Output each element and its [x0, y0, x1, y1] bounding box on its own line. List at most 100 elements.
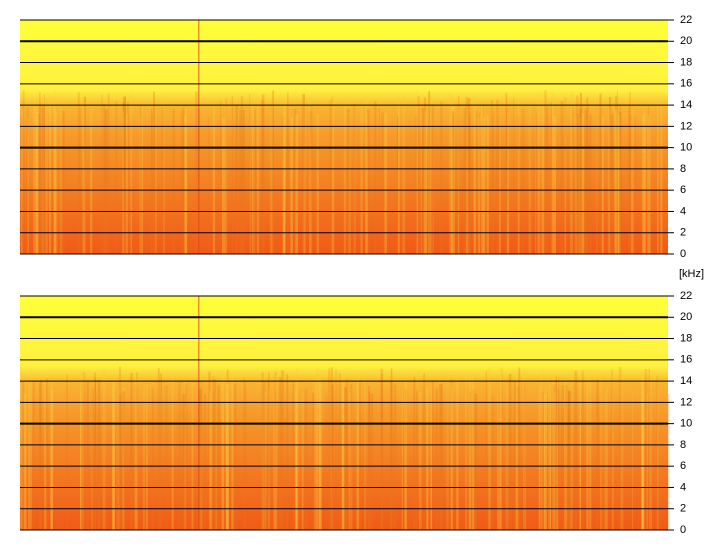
- spectrogram-texture: [649, 94, 652, 254]
- spectrogram-texture: [59, 96, 63, 254]
- spectrogram-texture: [466, 108, 469, 255]
- spectrogram-texture: [475, 110, 478, 254]
- spectrogram-texture: [465, 370, 468, 530]
- y-tick-label: 22: [680, 14, 692, 26]
- spectrogram-texture: [544, 90, 547, 254]
- spectrogram-texture: [496, 99, 499, 254]
- spectrogram-texture: [374, 101, 377, 254]
- spectrogram-texture: [53, 97, 56, 254]
- spectrogram-texture: [224, 107, 228, 255]
- spectrogram-texture: [606, 387, 608, 530]
- spectrogram-texture: [122, 391, 125, 530]
- spectrogram-texture: [118, 366, 122, 530]
- y-tick-label: 6: [680, 184, 686, 196]
- spectrogram-texture: [628, 106, 631, 254]
- spectrogram-texture: [231, 372, 234, 530]
- spectrogram-texture: [505, 92, 508, 254]
- spectrogram-texture: [452, 117, 455, 254]
- spectrogram-texture: [91, 389, 94, 530]
- spectrogram-texture: [39, 103, 42, 254]
- spectrogram-texture: [319, 373, 322, 530]
- spectrogram-texture: [384, 112, 388, 254]
- spectrogram-texture: [233, 383, 237, 530]
- spectrogram-texture: [405, 381, 408, 530]
- spectrogram-texture: [161, 107, 164, 254]
- spectrogram-texture: [225, 98, 227, 254]
- spectrogram-texture: [213, 379, 217, 530]
- spectrogram-texture: [426, 388, 429, 530]
- spectrogram-texture: [647, 115, 650, 254]
- spectrogram-texture: [331, 384, 334, 530]
- spectrogram-texture: [286, 374, 289, 530]
- spectrogram-texture: [198, 296, 200, 530]
- spectrogram-texture: [641, 372, 645, 530]
- spectrogram-texture: [485, 370, 487, 530]
- spectrogram-texture: [555, 379, 558, 530]
- spectrogram-texture: [457, 107, 460, 254]
- spectrogram-texture: [435, 388, 439, 530]
- spectrogram-texture: [432, 116, 434, 254]
- spectrogram-texture: [178, 381, 181, 530]
- spectrogram-texture: [415, 114, 417, 254]
- spectrogram-texture: [507, 110, 510, 254]
- spectrogram-texture: [564, 92, 567, 254]
- spectrogram-texture: [136, 389, 139, 530]
- spectrogram-texture: [50, 389, 54, 530]
- y-tick-label: 0: [680, 524, 686, 536]
- spectrogram-texture: [473, 386, 475, 530]
- spectrogram-texture: [634, 117, 636, 254]
- spectrogram-texture: [86, 380, 89, 530]
- spectrogram-texture: [171, 373, 174, 530]
- spectrogram-texture: [122, 102, 125, 254]
- spectrogram-texture: [240, 95, 244, 254]
- spectrogram-texture: [631, 393, 634, 530]
- spectrogram-texture: [316, 114, 319, 254]
- spectrogram-texture: [581, 113, 585, 254]
- spectrogram-texture: [199, 376, 203, 530]
- spectrogram-texture: [26, 107, 30, 254]
- spectrogram-texture: [619, 104, 621, 254]
- spectrogram-texture: [390, 368, 393, 530]
- spectrogram-texture: [568, 391, 572, 530]
- spectrogram-texture: [440, 383, 443, 530]
- spectrogram-texture: [629, 91, 631, 254]
- spectrogram-texture: [23, 393, 27, 530]
- spectrogram-texture: [558, 377, 560, 530]
- spectrogram-texture: [217, 385, 220, 530]
- spectrogram-texture: [446, 370, 449, 530]
- spectrogram-texture: [62, 110, 65, 255]
- spectrogram-texture: [283, 94, 285, 254]
- spectrogram-texture: [418, 392, 422, 530]
- spectrogram-texture: [48, 95, 52, 254]
- spectrogram-texture: [296, 368, 299, 530]
- spectrogram-texture: [482, 104, 484, 255]
- spectrogram-texture: [568, 391, 570, 530]
- spectrogram-texture: [330, 384, 333, 530]
- spectrogram-texture: [163, 97, 165, 254]
- spectrogram-texture: [331, 118, 333, 254]
- spectrogram-texture: [265, 391, 267, 530]
- spectrogram-texture: [556, 376, 558, 530]
- spectrogram-texture: [182, 106, 185, 254]
- spectrogram-texture: [492, 393, 494, 530]
- spectrogram-texture: [286, 92, 289, 254]
- spectrogram-texture: [429, 94, 432, 255]
- spectrogram-texture: [309, 111, 312, 254]
- spectrogram-texture: [180, 110, 184, 254]
- spectrogram-texture: [426, 386, 429, 530]
- spectrogram-texture: [404, 389, 407, 530]
- spectrogram-texture: [140, 105, 142, 254]
- spectrogram-texture: [570, 91, 573, 254]
- spectrogram-texture: [378, 107, 380, 254]
- spectrogram-texture: [25, 371, 28, 530]
- spectrogram-texture: [211, 368, 213, 530]
- spectrogram-texture: [27, 118, 29, 254]
- spectrogram-texture: [182, 393, 186, 530]
- spectrogram-texture: [164, 385, 168, 530]
- spectrogram-texture: [344, 387, 348, 530]
- spectrogram-texture: [130, 92, 133, 254]
- y-tick-label: 12: [680, 120, 692, 132]
- spectrogram-texture: [452, 105, 455, 254]
- spectrogram-texture: [463, 108, 467, 254]
- spectrogram-texture: [473, 95, 475, 254]
